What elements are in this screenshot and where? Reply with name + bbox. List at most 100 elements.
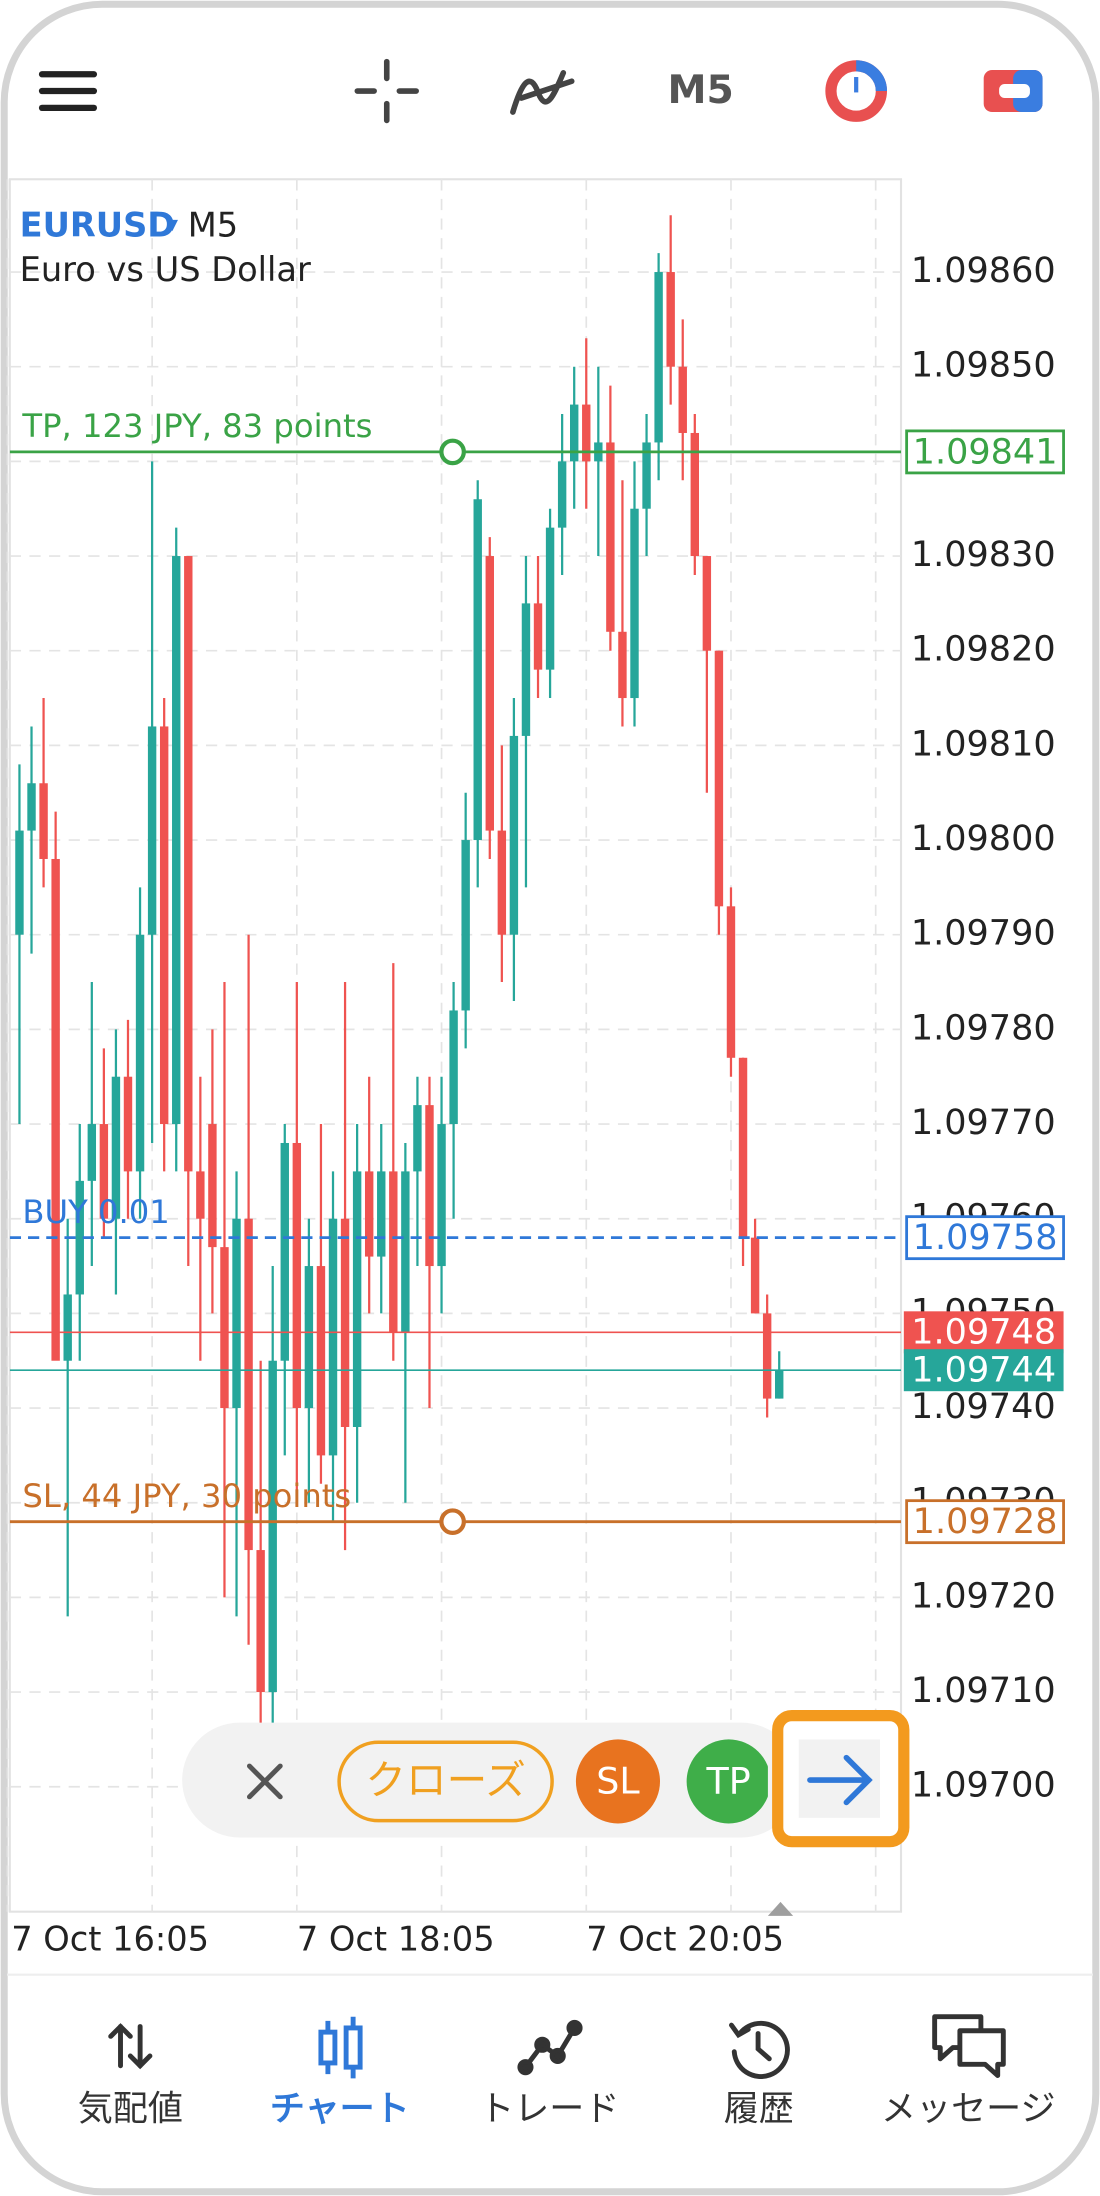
header-timeframe: M5 [188,205,238,244]
tp-label[interactable]: TP [706,1759,751,1802]
candle-body [316,1266,326,1456]
y-tick-label: 1.09850 [911,345,1056,386]
y-tick-label: 1.09770 [911,1102,1056,1143]
candle-body [111,1076,121,1219]
candle-body [702,556,712,651]
price-box [903,1311,1064,1354]
candle-body [762,1313,772,1399]
candle-body [509,735,519,935]
candle-body [340,1218,350,1427]
timeframe-button[interactable]: M5 [667,68,733,113]
level-handle[interactable] [439,438,466,466]
candle-body [485,556,494,831]
candle-body [690,432,700,557]
candle-body [39,783,48,859]
trade-clock-button[interactable] [825,60,888,122]
menu-button[interactable] [38,71,98,111]
candle-body [268,1360,277,1693]
level-label[interactable]: SL, 44 JPY, 30 points [22,1477,351,1515]
price-label: 1.09758 [913,1217,1058,1258]
y-tick-label: 1.09830 [911,534,1056,575]
candle-body [220,1247,229,1409]
candle-body [15,830,24,935]
candle-body [159,726,169,1125]
one-click-button[interactable] [983,70,1043,113]
close-label[interactable]: クローズ [365,1756,525,1804]
sl-button[interactable] [575,1739,660,1824]
next-arrow[interactable] [807,1754,873,1806]
symbol[interactable]: EURUSD [20,205,176,244]
candle-body [99,1124,109,1219]
candle-body [364,1171,374,1257]
candle-body [196,1171,205,1219]
candle-body [27,783,36,831]
candle-body [184,556,193,1172]
scroll-marker[interactable] [767,1901,794,1916]
candle-body [244,1218,253,1551]
y-tick-label: 1.09780 [911,1007,1056,1048]
chart-icon[interactable] [318,2016,363,2079]
level-handle[interactable] [439,1508,466,1535]
y-tick-label: 1.09710 [911,1670,1056,1711]
close-button[interactable] [337,1740,554,1823]
y-tick-label: 1.09820 [911,629,1056,670]
candle-body [678,366,687,433]
candle-body [726,906,736,1058]
candle-body [135,934,145,1172]
candle-body [425,1105,434,1267]
nav-label[interactable]: トレード [479,2089,619,2130]
level-label[interactable]: TP, 123 JPY, 83 points [21,407,372,445]
candle-body [654,272,663,443]
messages-icon[interactable] [932,2014,1006,2079]
price-label: 1.09744 [911,1350,1056,1391]
nav-label[interactable]: メッセージ [881,2089,1055,2130]
indicator-button[interactable] [510,70,575,115]
nav-label[interactable]: チャート [270,2089,410,2130]
candle-body [352,1171,362,1427]
price-label: 1.09841 [913,431,1058,472]
cancel-button[interactable] [246,1763,283,1800]
y-tick-label: 1.09740 [911,1386,1056,1427]
level-label[interactable]: BUY 0.01 [22,1193,169,1231]
candle-body [75,1180,84,1295]
candle-body [545,527,555,670]
candle-body [642,442,651,509]
trade-icon[interactable] [517,2019,583,2076]
candle-body [533,603,543,670]
nav-label[interactable]: 気配値 [78,2089,183,2130]
tp-button[interactable] [686,1739,771,1824]
symbol-dropdown[interactable] [166,219,178,232]
price-label: 1.09748 [911,1312,1056,1353]
candle-body [401,1171,410,1333]
candle-body [280,1142,289,1361]
candle-body [256,1550,265,1693]
sl-label[interactable]: SL [596,1759,640,1802]
y-tick-label: 1.09790 [911,913,1056,954]
nav-label[interactable]: 履歴 [724,2089,794,2130]
candle-body [630,508,639,699]
candle-body [666,272,675,367]
candle-body [63,1294,72,1361]
candle-body [172,556,181,1125]
history-icon[interactable] [729,2020,790,2079]
candle-body [328,1218,338,1456]
price-box [903,1349,1064,1392]
candle-body [208,1124,217,1248]
y-tick-label: 1.09860 [911,250,1056,291]
y-tick-label: 1.09800 [911,818,1056,859]
candle-body [606,442,615,632]
y-tick-label: 1.09700 [911,1765,1056,1806]
candle-body [714,650,724,907]
candle-body [437,1124,446,1267]
candle-body [521,603,531,736]
candle-body [497,830,507,935]
candle-body [51,858,60,1361]
crosshair-button[interactable] [354,58,419,124]
candle-body [582,404,591,462]
x-tick-label: 7 Oct 20:05 [586,1920,784,1959]
quotes-icon[interactable] [108,2023,153,2070]
candle-body [413,1105,422,1172]
price-box [905,429,1065,475]
